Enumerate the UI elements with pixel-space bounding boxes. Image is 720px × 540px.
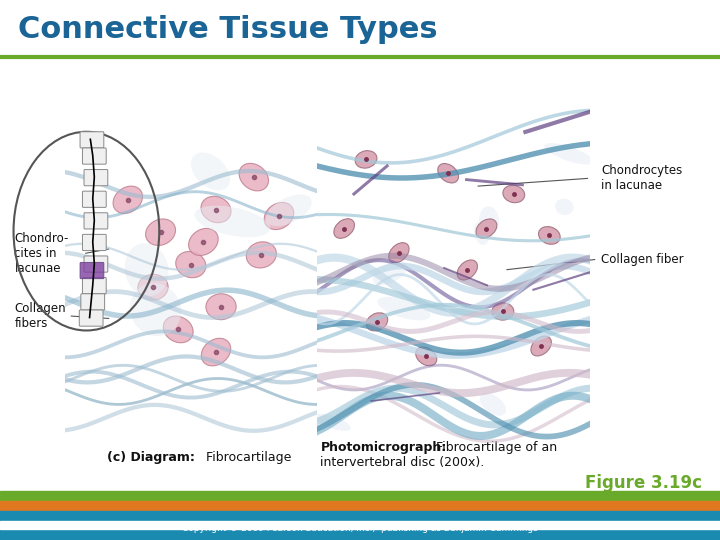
- Ellipse shape: [389, 242, 409, 263]
- Ellipse shape: [544, 143, 594, 165]
- Ellipse shape: [201, 197, 231, 222]
- Ellipse shape: [194, 206, 271, 237]
- Ellipse shape: [239, 164, 269, 191]
- Ellipse shape: [438, 164, 459, 183]
- Ellipse shape: [191, 152, 230, 191]
- Ellipse shape: [189, 228, 218, 255]
- Ellipse shape: [474, 221, 489, 245]
- Text: Copyright © 2009 Pearson Education, Inc.,  publishing as Benjamin Cummings: Copyright © 2009 Pearson Education, Inc.…: [182, 524, 538, 532]
- Ellipse shape: [202, 338, 230, 366]
- Bar: [0, 491, 720, 501]
- Ellipse shape: [479, 206, 499, 234]
- Ellipse shape: [334, 219, 354, 238]
- Ellipse shape: [355, 151, 377, 168]
- Text: (c) Diagram:: (c) Diagram:: [107, 451, 195, 464]
- Ellipse shape: [373, 261, 408, 285]
- Text: Collagen
fibers: Collagen fibers: [14, 302, 66, 330]
- Ellipse shape: [125, 243, 168, 296]
- Text: Chondro-
cites in
lacunae: Chondro- cites in lacunae: [14, 232, 69, 275]
- Text: Connective Tissue Types: Connective Tissue Types: [18, 15, 438, 44]
- Ellipse shape: [503, 185, 525, 202]
- FancyBboxPatch shape: [79, 310, 103, 326]
- Text: Chondrocytes
in lacunae: Chondrocytes in lacunae: [601, 164, 683, 192]
- Ellipse shape: [113, 186, 143, 213]
- Ellipse shape: [531, 336, 552, 356]
- Bar: [0, 501, 720, 540]
- FancyBboxPatch shape: [80, 132, 104, 148]
- Text: intervertebral disc (200x).: intervertebral disc (200x).: [320, 456, 485, 469]
- Ellipse shape: [206, 294, 236, 320]
- Ellipse shape: [264, 202, 294, 230]
- Bar: [0, 511, 720, 521]
- Ellipse shape: [138, 274, 168, 300]
- FancyBboxPatch shape: [84, 213, 108, 229]
- Ellipse shape: [130, 283, 181, 336]
- FancyBboxPatch shape: [81, 294, 104, 310]
- Bar: [0, 521, 720, 529]
- Ellipse shape: [555, 199, 574, 215]
- Ellipse shape: [314, 414, 351, 431]
- Ellipse shape: [246, 242, 276, 268]
- Bar: [0, 501, 720, 511]
- Ellipse shape: [145, 219, 176, 246]
- Ellipse shape: [492, 303, 514, 320]
- FancyBboxPatch shape: [83, 234, 107, 251]
- Ellipse shape: [415, 347, 437, 366]
- Ellipse shape: [480, 393, 506, 416]
- FancyBboxPatch shape: [84, 256, 108, 272]
- Ellipse shape: [377, 297, 431, 320]
- FancyBboxPatch shape: [84, 170, 108, 186]
- Text: Collagen fiber: Collagen fiber: [601, 253, 684, 266]
- FancyBboxPatch shape: [83, 278, 107, 294]
- FancyBboxPatch shape: [83, 191, 107, 207]
- Text: Photomicrograph:: Photomicrograph:: [320, 441, 446, 454]
- Ellipse shape: [476, 219, 497, 238]
- Ellipse shape: [539, 227, 560, 244]
- Text: Fibrocartilage of an: Fibrocartilage of an: [432, 441, 557, 454]
- Ellipse shape: [163, 316, 193, 343]
- Text: Fibrocartilage: Fibrocartilage: [202, 451, 291, 464]
- Ellipse shape: [366, 313, 388, 331]
- Text: Figure 3.19c: Figure 3.19c: [585, 474, 702, 492]
- Ellipse shape: [176, 252, 206, 278]
- FancyBboxPatch shape: [80, 262, 104, 279]
- Ellipse shape: [266, 194, 312, 226]
- Ellipse shape: [457, 260, 477, 280]
- FancyBboxPatch shape: [83, 148, 107, 164]
